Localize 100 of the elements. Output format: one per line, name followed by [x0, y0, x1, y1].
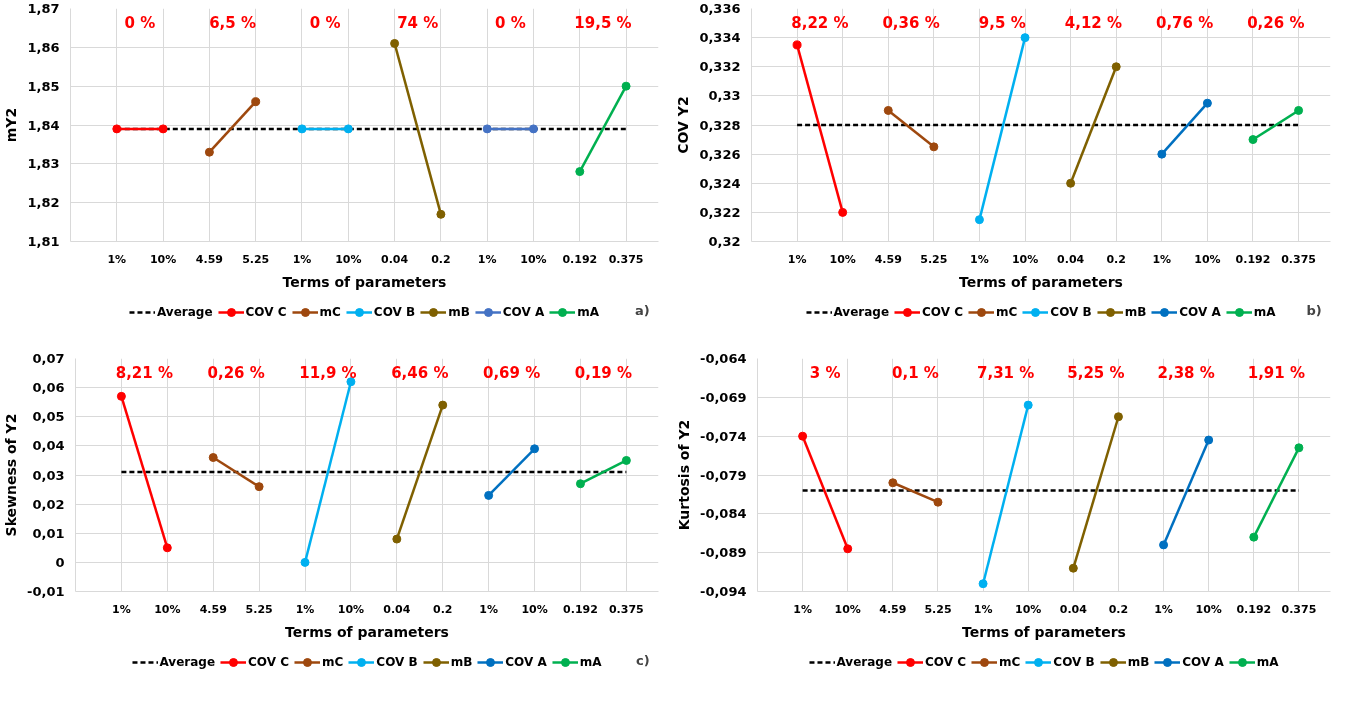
x-tick-label: 1%	[970, 252, 989, 266]
point	[929, 142, 939, 152]
x-tick-label: 10%	[1015, 602, 1042, 616]
point	[621, 455, 631, 465]
y-tick-label: 0,324	[699, 175, 741, 191]
y-tick-label: 0,332	[699, 59, 741, 75]
legend-label: COV A	[1179, 305, 1221, 319]
y-tick-label: -0,069	[699, 389, 747, 405]
point	[528, 124, 538, 134]
x-tick-label: 1%	[477, 252, 497, 266]
legend-label: mB	[448, 305, 470, 319]
x-tick-label: 0.192	[1235, 252, 1271, 266]
point	[343, 124, 353, 134]
legend-label: Average	[156, 305, 213, 319]
point	[575, 479, 585, 489]
y-tick-label: 0,01	[32, 525, 65, 541]
x-tick-label: 0.2	[1106, 252, 1126, 266]
y-tick-label: 0,322	[699, 204, 741, 220]
legend-label: mA	[577, 305, 600, 319]
y-tick-label: 1,84	[27, 117, 60, 133]
point	[1066, 178, 1076, 188]
x-tick-label: 10%	[1194, 252, 1221, 266]
x-tick-label: 0.04	[1059, 602, 1088, 616]
y-tick-label: 0,328	[699, 117, 741, 133]
point	[346, 377, 356, 387]
legend-label: COV B	[1053, 655, 1095, 669]
legend-label: COV C	[245, 305, 287, 319]
y-tick-label: 0,334	[699, 30, 741, 46]
annotation: 9,5 %	[978, 14, 1026, 33]
x-tick-label: 1%	[793, 602, 812, 616]
x-tick-label: 10%	[337, 602, 365, 616]
y-tick-label: -0,074	[699, 428, 747, 444]
legend-label: mB	[1124, 305, 1147, 319]
y-tick-label: -0,01	[27, 584, 65, 599]
x-axis-title: Terms of parameters	[959, 273, 1123, 290]
point	[1159, 540, 1169, 550]
point	[1248, 135, 1258, 145]
point	[933, 497, 943, 507]
y-tick-label: 1,82	[27, 195, 60, 211]
y-axis-title: Skewness of Y2	[3, 413, 20, 537]
point	[162, 543, 172, 553]
point	[482, 124, 492, 134]
x-tick-label: 5.25	[245, 602, 273, 616]
x-tick-label: 0.375	[608, 252, 644, 266]
x-tick-label: 0.375	[608, 602, 644, 616]
legend-label: mC	[319, 305, 341, 319]
x-tick-label: 5.25	[920, 252, 948, 266]
annotation: 8,22 %	[791, 14, 849, 33]
x-tick-label: 10%	[335, 252, 362, 266]
x-tick-label: 10%	[521, 602, 548, 616]
annotation: 8,21 %	[115, 364, 173, 383]
x-tick-label: 0.192	[1236, 602, 1272, 616]
point	[1068, 563, 1078, 573]
legend-label: COV C	[248, 655, 290, 669]
legend-label: mA	[579, 655, 602, 669]
legend-label: COV C	[922, 305, 964, 319]
x-tick-label: 4.59	[195, 252, 223, 266]
annotation: 4,12 %	[1064, 14, 1123, 33]
point	[208, 453, 218, 463]
annotation: 3 %	[809, 364, 841, 383]
x-tick-label: 4.59	[879, 602, 907, 616]
legend-label: COV A	[1182, 655, 1224, 669]
annotation: 0,26 %	[1247, 14, 1305, 33]
annotation: 0 %	[495, 14, 526, 33]
x-tick-label: 0.2	[431, 252, 451, 266]
point	[1111, 62, 1121, 72]
point	[484, 490, 494, 500]
annotation: 5,25 %	[1067, 364, 1125, 383]
point	[300, 557, 310, 567]
x-tick-label: 0.192	[563, 602, 598, 616]
x-tick-label: 0.04	[1057, 252, 1085, 266]
y-tick-label: 1,81	[27, 234, 60, 249]
point	[436, 209, 446, 219]
y-tick-label: 1,86	[27, 39, 60, 55]
point	[1202, 98, 1212, 108]
point	[1249, 532, 1259, 542]
point	[392, 534, 402, 544]
x-tick-label: 0.375	[1281, 602, 1317, 616]
legend-label: mA	[1256, 655, 1279, 669]
y-tick-label: 0	[55, 554, 65, 570]
point	[1294, 443, 1304, 453]
legend-label: mB	[450, 655, 473, 669]
x-tick-label: 10%	[829, 252, 856, 266]
point	[575, 167, 585, 177]
y-tick-label: -0,079	[699, 467, 747, 483]
annotation: 0,69 %	[482, 364, 541, 383]
point	[438, 400, 448, 410]
x-tick-label: 1%	[479, 602, 498, 616]
y-tick-label: 0,326	[699, 146, 741, 162]
point	[1020, 33, 1030, 43]
point	[116, 391, 126, 401]
annotation: 74 %	[397, 14, 439, 33]
x-tick-label: 0.04	[383, 602, 411, 616]
x-tick-label: 10%	[1195, 602, 1222, 616]
y-tick-label: -0,064	[699, 351, 747, 366]
y-tick-label: 0,04	[32, 438, 65, 454]
x-tick-label: 10%	[1011, 252, 1039, 266]
x-tick-label: 5.25	[924, 602, 952, 616]
x-tick-label: 4.59	[874, 252, 902, 266]
x-tick-label: 1%	[112, 602, 131, 616]
